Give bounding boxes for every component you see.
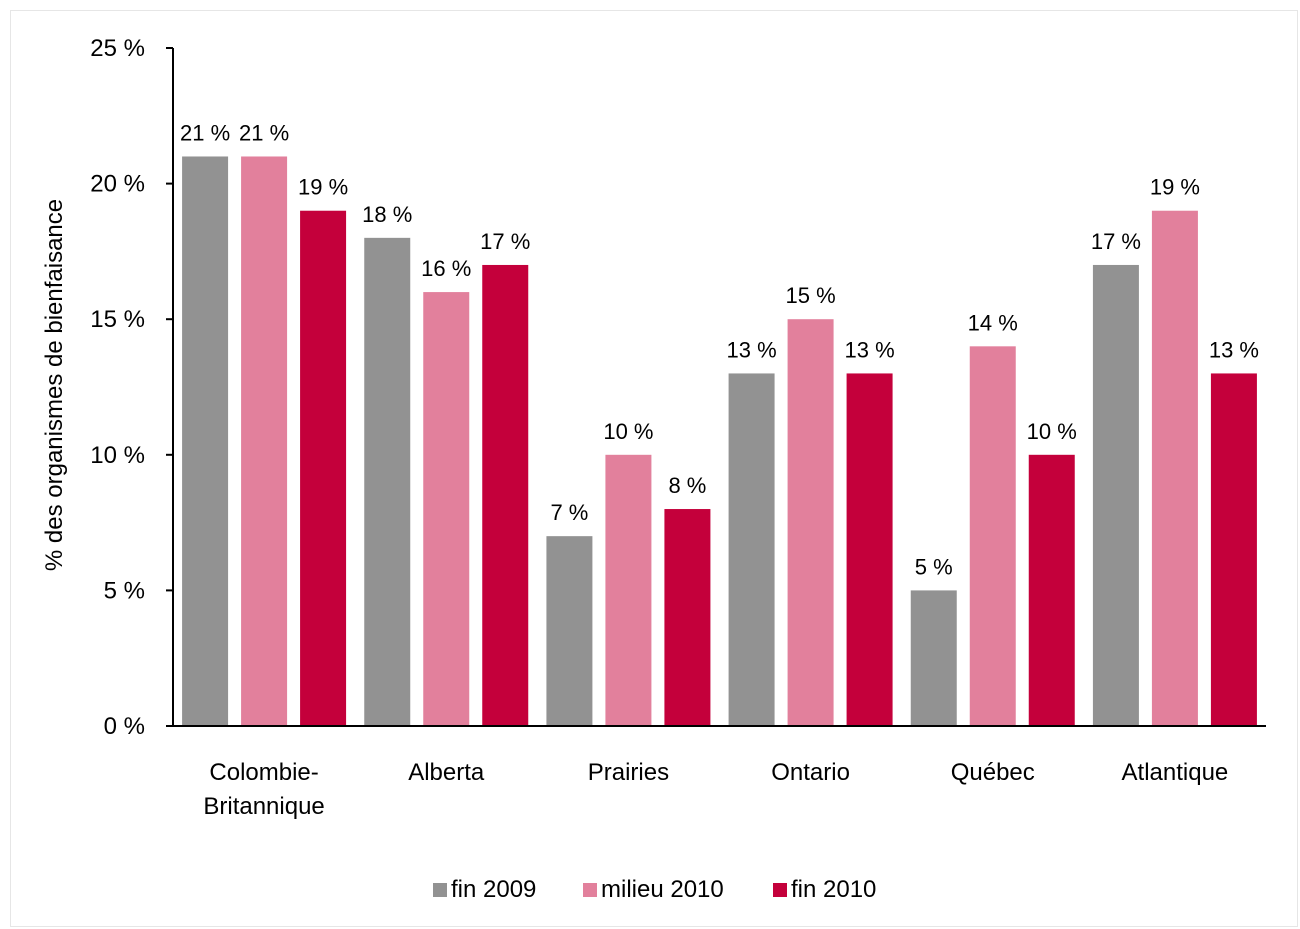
x-tick-label-5: Atlantique	[1122, 759, 1229, 786]
legend-label-1: milieu 2010	[601, 876, 724, 903]
bar-0-3	[728, 373, 775, 726]
data-label-0-4: 5 %	[915, 554, 953, 579]
data-label-2-0: 19 %	[298, 175, 348, 200]
x-tick-label-0-0: Colombie-	[209, 759, 318, 786]
data-label-2-1: 17 %	[480, 229, 530, 254]
data-label-1-1: 16 %	[421, 256, 471, 281]
legend-swatch-2	[773, 883, 787, 897]
bar-2-3	[846, 373, 893, 726]
data-label-0-2: 7 %	[550, 500, 588, 525]
bar-2-1	[482, 264, 529, 726]
data-label-2-4: 10 %	[1027, 419, 1077, 444]
x-tick-label-4: Québec	[951, 759, 1035, 786]
legend: fin 2009 milieu 2010 fin 2010	[433, 876, 876, 903]
y-tick-label-5: 25 %	[90, 35, 145, 62]
bar-1-2	[605, 454, 652, 726]
data-label-1-2: 10 %	[603, 419, 653, 444]
bar-1-3	[787, 319, 834, 726]
data-label-2-5: 13 %	[1209, 337, 1259, 362]
bars-group	[182, 156, 1257, 727]
data-label-2-2: 8 %	[668, 473, 706, 498]
data-label-0-0: 21 %	[180, 120, 230, 145]
data-label-2-3: 13 %	[845, 337, 895, 362]
y-tick-label-1: 5 %	[104, 577, 145, 604]
data-label-0-3: 13 %	[727, 337, 777, 362]
bar-1-0	[241, 156, 288, 727]
bar-0-2	[546, 536, 593, 726]
y-tick-label-2: 10 %	[90, 442, 145, 469]
y-tick-label-0: 0 %	[104, 713, 145, 740]
legend-label-0: fin 2009	[451, 876, 536, 903]
y-tick-label-4: 20 %	[90, 171, 145, 198]
data-label-1-5: 19 %	[1150, 175, 1200, 200]
data-label-0-1: 18 %	[362, 202, 412, 227]
x-tick-label-2: Prairies	[588, 759, 669, 786]
x-tick-label-3: Ontario	[771, 759, 850, 786]
legend-swatch-1	[583, 883, 597, 897]
legend-label-2: fin 2010	[791, 876, 876, 903]
data-label-0-5: 17 %	[1091, 229, 1141, 254]
bar-0-1	[364, 237, 411, 726]
axes-group: 0 % 5 % 10 % 15 % 20 % 25 % Colombie- Britanniq…	[41, 35, 1266, 820]
x-tick-label-1: Alberta	[408, 759, 485, 786]
y-axis-title: % des organismes de bienfaisance	[41, 199, 68, 571]
data-label-1-3: 15 %	[786, 283, 836, 308]
bar-2-5	[1210, 373, 1257, 726]
x-tick-label-0-1: Britannique	[203, 793, 324, 820]
bar-1-1	[423, 292, 470, 726]
bar-0-5	[1092, 264, 1139, 726]
bar-0-4	[910, 590, 957, 726]
bar-0-0	[182, 156, 229, 727]
bar-2-4	[1028, 454, 1075, 726]
bar-2-2	[664, 509, 711, 726]
bar-2-0	[300, 210, 347, 727]
data-labels-group: 21 % 18 % 7 % 13 % 5 % 17 % 21 % 16 % 10 % 15 % 14…	[180, 120, 1259, 579]
data-label-1-0: 21 %	[239, 120, 289, 145]
legend-swatch-0	[433, 883, 447, 897]
y-tick-label-3: 15 %	[90, 306, 145, 333]
bar-1-5	[1151, 210, 1198, 727]
bar-1-4	[969, 346, 1016, 726]
data-label-1-4: 14 %	[968, 310, 1018, 335]
